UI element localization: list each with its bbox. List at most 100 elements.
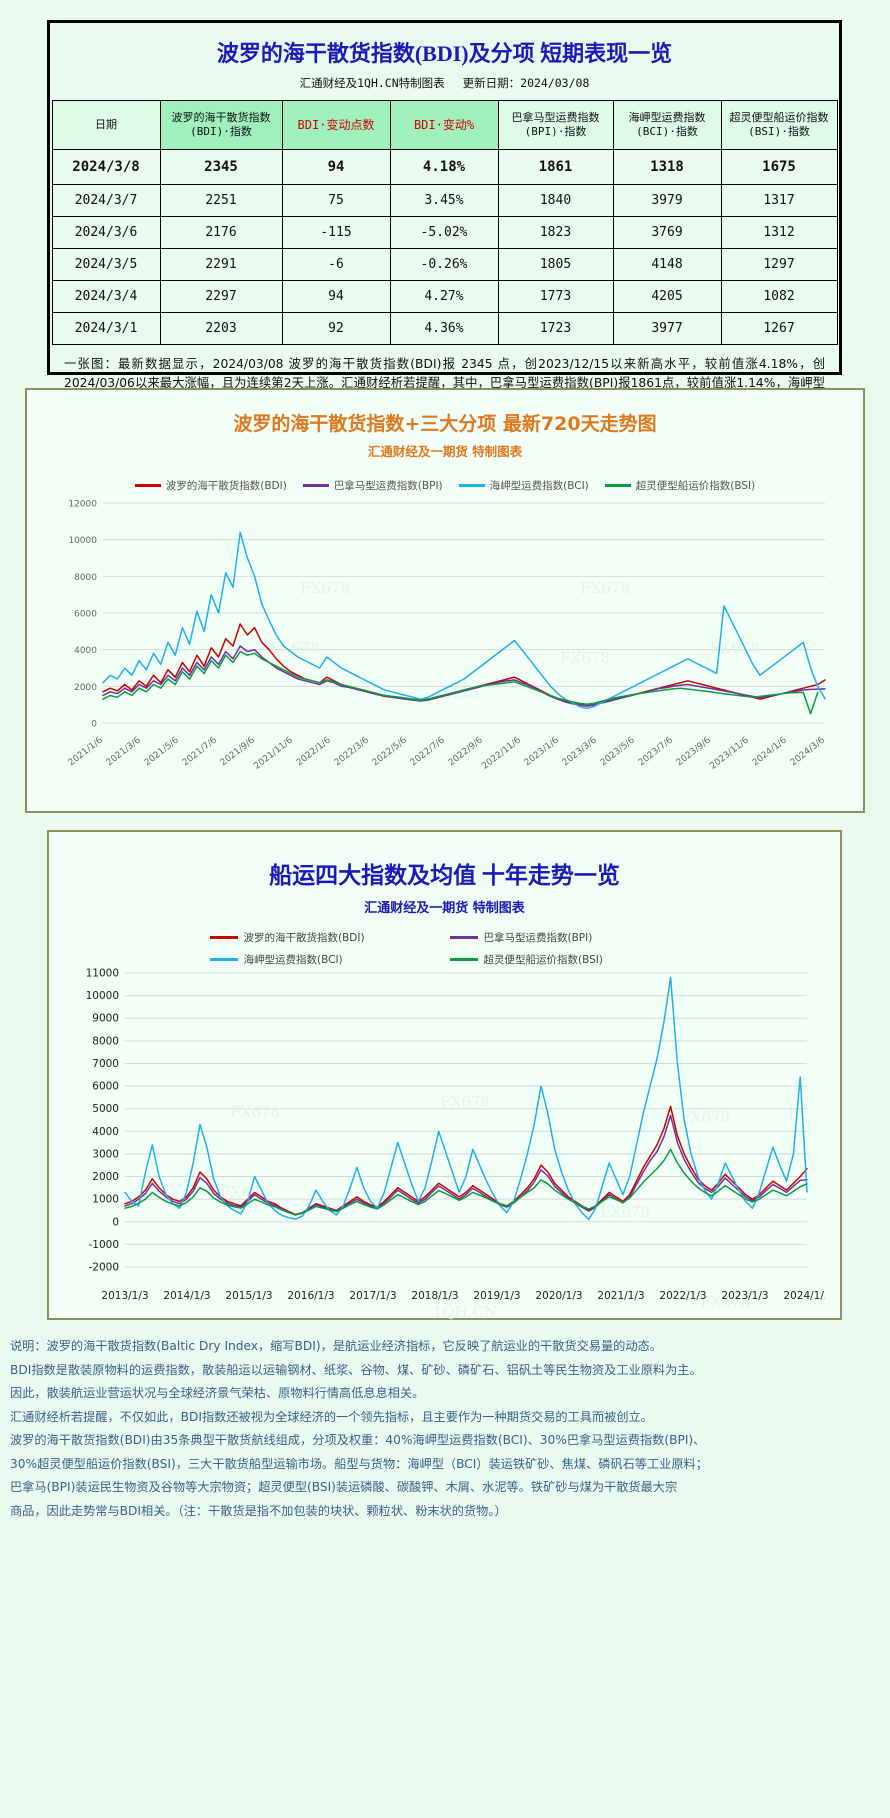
cell-bdi: 2291 [159, 248, 283, 281]
y-axis-tick-label: 6000 [74, 610, 97, 620]
x-axis-tick-label: 2022/1/3 [659, 1290, 706, 1302]
series-line [102, 645, 826, 707]
legend-swatch-icon [209, 936, 238, 939]
x-axis-tick-label: 2023/7/6 [637, 735, 675, 768]
watermark-text: FX678 [710, 639, 760, 657]
cell-pct: 4.18% [389, 149, 499, 185]
series-line [123, 1105, 808, 1216]
footer-line-5: 波罗的海干散货指数(BDI)由35条典型干散货航线组成，分项及权重：40%海岬型… [10, 1433, 706, 1447]
chart-720d-subtitle: 汇通财经及一期货 特制图表 [367, 444, 523, 459]
cell-chg: -6 [281, 248, 391, 281]
series-line [102, 531, 826, 710]
watermark-text: FX678 [580, 579, 630, 597]
chart-10y-legend: 波罗的海干散货指数(BDI) 巴拿马型运费指数(BPI) 海岬型运费指数(BCI) 超… [209, 930, 680, 967]
cell-pct: 3.45% [389, 184, 499, 217]
table-header-row: 日期 波罗的海干散货指数(BDI)·指数 BDI·变动点数 BDI·变动% 巴拿… [51, 100, 838, 150]
watermark-text: FX678 [440, 1093, 490, 1111]
y-axis-tick-label: 6000 [92, 1081, 119, 1093]
y-axis-tick-label: -2000 [88, 1262, 119, 1274]
x-axis-tick-label: 2023/11/6 [708, 735, 751, 771]
y-axis-tick-label: 9000 [92, 1013, 119, 1025]
cell-pct: 4.36% [389, 312, 499, 345]
x-axis-tick-label: 2021/1/3 [597, 1290, 644, 1302]
cell-bsi: 1675 [720, 149, 838, 185]
footer-line-2: BDI指数是散装原物料的运费指数，散装船运以运输钢材、纸浆、谷物、煤、矿砂、磷矿… [10, 1362, 702, 1377]
x-axis-tick-label: 2014/1/3 [163, 1290, 210, 1302]
chart-720d-card: 波罗的海干散货指数+三大分项 最新720天走势图 汇通财经及一期货 特制图表 波… [25, 388, 865, 813]
legend-swatch-icon [604, 484, 631, 487]
x-axis-tick-label: 2021/5/6 [143, 735, 181, 768]
col-date: 日期 [51, 100, 161, 150]
x-axis-tick-label: 2017/1/3 [349, 1290, 396, 1302]
table-row: 2024/3/1 2203 92 4.36% 1723 3977 1267 [51, 312, 838, 345]
legend-label: 超灵便型船运价指数(BSI) [483, 954, 603, 966]
table-row: 2024/3/5 2291 -6 -0.26% 1805 4148 1297 [51, 248, 838, 281]
y-axis-tick-label: 11000 [85, 968, 118, 980]
y-axis-tick-label: 10000 [68, 536, 97, 546]
y-axis-tick-label: 4000 [74, 646, 97, 656]
table-row: 2024/3/4 2297 94 4.27% 1773 4205 1082 [51, 280, 838, 313]
y-axis-tick-label: 0 [112, 1216, 119, 1228]
cell-bpi: 1805 [497, 248, 614, 281]
cell-bdi: 2203 [159, 312, 283, 345]
cell-bsi: 1267 [720, 312, 838, 345]
x-axis-tick-label: 2018/1/3 [411, 1290, 458, 1302]
legend-item: 巴拿马型运费指数(BPI) [449, 930, 680, 945]
watermark-text: FX678 [230, 1103, 280, 1121]
x-axis-tick-label: 2021/3/6 [105, 735, 143, 768]
legend-swatch-icon [302, 484, 329, 487]
cell-date: 2024/3/4 [51, 280, 161, 313]
y-axis-tick-label: 8000 [92, 1035, 119, 1047]
x-axis-tick-label: 2021/9/6 [219, 735, 257, 768]
footer-line-3: 因此，散装航运业营运状况与全球经济景气荣枯、原物料行情高低息息相关。 [10, 1386, 425, 1400]
x-axis-tick-label: 2021/7/6 [181, 735, 219, 768]
x-axis-tick-label: 2022/11/6 [480, 735, 523, 771]
cell-bci: 4148 [612, 248, 722, 281]
x-axis-tick-label: 2022/9/6 [447, 735, 485, 768]
legend-swatch-icon [209, 958, 238, 961]
cell-date: 2024/3/7 [51, 184, 161, 217]
x-axis-tick-label: 2023/9/6 [675, 735, 713, 768]
y-axis-tick-label: 2000 [74, 683, 97, 693]
cell-chg: -115 [281, 216, 391, 249]
legend-swatch-icon [458, 484, 485, 487]
col-bsi: 超灵便型船运价指数(BSI)·指数 [720, 100, 838, 150]
table-row: 2024/3/7 2251 75 3.45% 1840 3979 1317 [51, 184, 838, 217]
x-axis-tick-label: 2024/1/3 [783, 1290, 825, 1302]
table-row: 2024/3/6 2176 -115 -5.02% 1823 3769 1312 [51, 216, 838, 249]
watermark-text: FX678 [600, 1203, 650, 1221]
legend-item: 巴拿马型运费指数(BPI) [302, 478, 443, 493]
x-axis-tick-label: 2020/1/3 [535, 1290, 582, 1302]
table-row: 2024/3/8 2345 94 4.18% 1861 1318 1675 [51, 149, 838, 185]
cell-pct: -5.02% [389, 216, 499, 249]
cell-date: 2024/3/8 [51, 149, 161, 185]
cell-bdi: 2297 [159, 280, 283, 313]
x-axis-tick-label: 2021/1/6 [67, 735, 105, 768]
cell-bpi: 1840 [497, 184, 614, 217]
cell-chg: 92 [281, 312, 391, 345]
x-axis-tick-label: 2022/7/6 [409, 735, 447, 768]
legend-label: 超灵便型船运价指数(BSI) [635, 480, 756, 492]
y-axis-tick-label: 7000 [92, 1058, 119, 1070]
legend-label: 巴拿马型运费指数(BPI) [483, 932, 593, 944]
y-axis-tick-label: 4000 [92, 1126, 119, 1138]
chart-720d-plot: 0 2000 4000 6000 8000 10000 12000 FX678 FX678 FX6… [67, 500, 827, 772]
cell-chg: 94 [281, 280, 391, 313]
cell-bsi: 1082 [720, 280, 838, 313]
series-line [123, 976, 808, 1221]
legend-label: 波罗的海干散货指数(BDI) [165, 480, 287, 492]
series-line [102, 650, 819, 715]
cell-bdi: 2345 [159, 149, 283, 185]
x-axis-tick-label: 2023/1/3 [721, 1290, 768, 1302]
watermark-text: FX678 [700, 1293, 750, 1311]
watermark-text: FX678 [560, 649, 610, 667]
col-bci: 海岬型运费指数(BCI)·指数 [612, 100, 722, 150]
chart-720d-legend: 波罗的海干散货指数(BDI) 巴拿马型运费指数(BPI) 海岬型运费指数(BCI) 超… [27, 478, 863, 493]
x-axis-tick-label: 2013/1/3 [101, 1290, 148, 1302]
watermark-text: 2123 [441, 684, 479, 702]
cell-date: 2024/3/6 [51, 216, 161, 249]
cell-bpi: 1723 [497, 312, 614, 345]
col-bdi: 波罗的海干散货指数(BDI)·指数 [159, 100, 283, 150]
col-bpi: 巴拿马型运费指数(BPI)·指数 [497, 100, 614, 150]
x-axis-tick-label: 2023/1/6 [523, 735, 561, 768]
